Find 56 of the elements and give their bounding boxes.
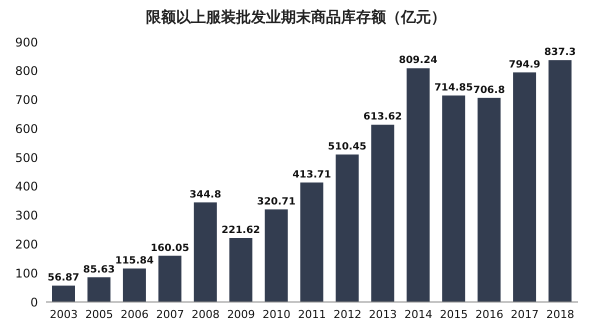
data-label: 85.63: [83, 264, 115, 276]
data-label: 115.84: [115, 256, 154, 267]
y-tick-label: 800: [15, 64, 38, 78]
chart-title: 限额以上服装批发业期末商品库存额（亿元）: [145, 8, 447, 28]
bar: [52, 286, 75, 302]
x-tick-label: 2012: [333, 308, 362, 321]
bar: [229, 238, 252, 302]
x-tick-label: 2008: [192, 308, 220, 321]
bar: [513, 72, 536, 302]
data-label: 344.8: [190, 189, 222, 200]
data-label: 809.24: [398, 55, 438, 66]
bar: [264, 209, 288, 302]
y-tick-label: 500: [15, 150, 38, 165]
bar: [87, 277, 110, 302]
x-tick-label: 2006: [120, 308, 149, 321]
x-tick-label: 2016: [475, 308, 504, 321]
data-label: 221.62: [222, 224, 260, 236]
bar: [300, 182, 324, 302]
data-label: 320.71: [257, 196, 296, 208]
bar: [442, 95, 466, 302]
data-label: 510.45: [328, 142, 367, 153]
x-tick-label: 2007: [156, 308, 184, 321]
x-tick-label: 2003: [50, 308, 78, 321]
bar: [122, 268, 146, 302]
y-tick-label: 600: [15, 122, 38, 136]
x-tick-label: 2009: [227, 308, 256, 321]
data-label: 706.8: [473, 84, 505, 96]
bar: [194, 202, 217, 302]
data-label: 714.85: [434, 82, 473, 94]
x-tick-label: 2011: [298, 308, 326, 321]
data-label: 56.87: [48, 272, 80, 284]
y-tick-label: 300: [15, 208, 38, 223]
bar: [548, 60, 572, 302]
x-tick-label: 2013: [368, 308, 397, 321]
bar: [336, 154, 359, 302]
y-tick-label: 100: [15, 266, 38, 280]
x-tick-label: 2014: [404, 308, 432, 321]
x-tick-label: 2015: [440, 308, 468, 321]
data-label: 413.71: [292, 169, 332, 180]
data-label: 613.62: [363, 112, 402, 123]
bar: [478, 98, 501, 302]
y-tick-label: 400: [15, 180, 38, 194]
data-label: 794.9: [508, 59, 540, 70]
y-tick-label: 900: [15, 35, 38, 50]
x-tick-label: 2005: [85, 308, 114, 321]
x-tick-label: 2018: [546, 308, 574, 321]
bar: [371, 124, 394, 302]
bar: [406, 68, 430, 302]
bar: [158, 256, 182, 302]
y-tick-label: 200: [15, 237, 38, 252]
x-tick-label: 2017: [510, 308, 539, 321]
y-tick-label: 0: [30, 295, 38, 310]
data-label: 160.05: [150, 242, 190, 254]
x-tick-label: 2010: [262, 308, 291, 321]
y-tick-label: 700: [15, 93, 38, 108]
data-label: 837.3: [544, 47, 576, 58]
